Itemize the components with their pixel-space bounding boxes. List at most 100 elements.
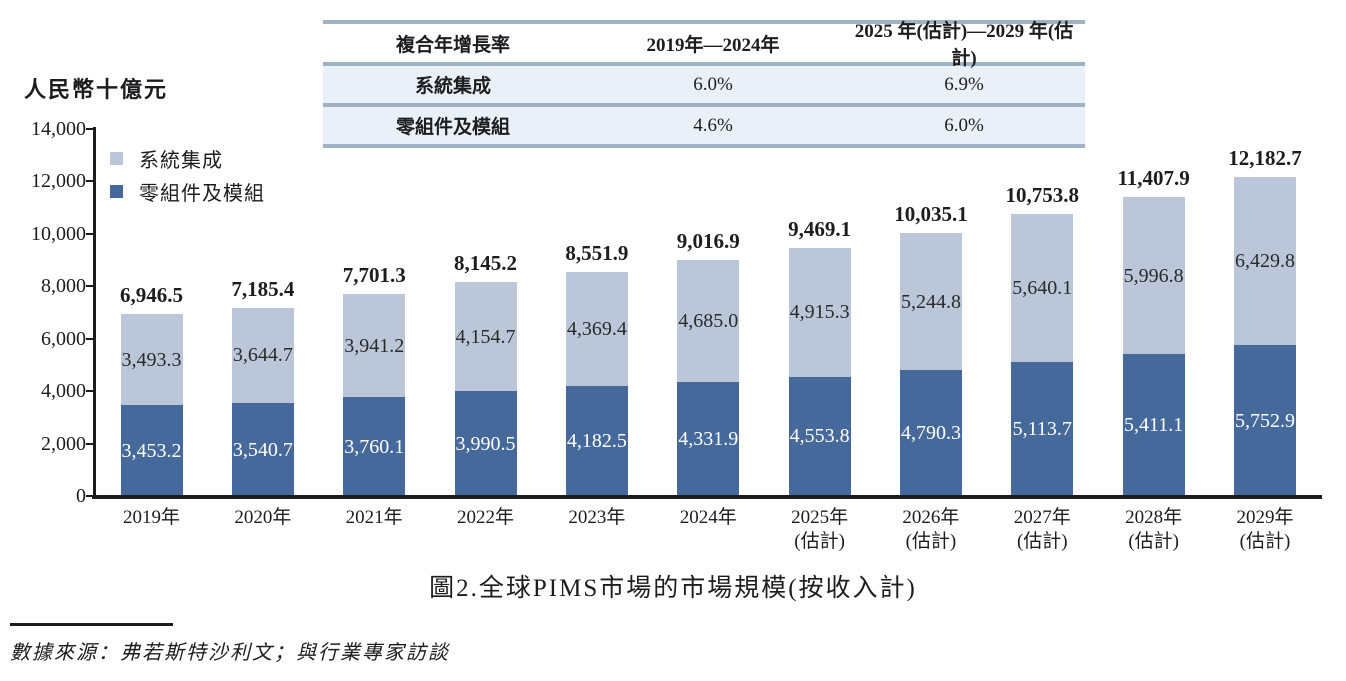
bar-segment-components-modules bbox=[565, 386, 628, 496]
table-header-period-2: 2025 年(估計)—2029 年(估計) bbox=[854, 21, 1074, 69]
x-axis-category-label: 2025年 bbox=[791, 507, 849, 528]
bar-total-label: 10,753.8 bbox=[1005, 183, 1080, 208]
bar-segment-system-integration bbox=[1122, 196, 1185, 355]
segment-value-label: 4,790.3 bbox=[900, 422, 961, 445]
bar-segment-system-integration bbox=[231, 307, 294, 404]
bar-segment-system-integration bbox=[1011, 214, 1074, 362]
bar-total-label: 7,185.4 bbox=[231, 276, 295, 301]
x-axis-category-sublabel: (估計) bbox=[1016, 531, 1068, 552]
segment-value-label: 5,244.8 bbox=[900, 290, 961, 313]
bar-segment-system-integration bbox=[899, 232, 962, 371]
legend-label: 系統集成 bbox=[139, 150, 223, 172]
segment-value-label: 3,941.2 bbox=[344, 334, 405, 357]
segment-value-label: 4,685.0 bbox=[678, 310, 739, 333]
segment-value-label: 4,553.8 bbox=[789, 425, 850, 448]
y-axis-tick-label: 14,000 bbox=[31, 118, 86, 140]
y-axis-line bbox=[93, 127, 96, 498]
y-axis-tick-label: 0 bbox=[76, 485, 86, 507]
legend-item-system-integration: 系統集成 bbox=[110, 142, 265, 175]
segment-value-label: 4,182.5 bbox=[566, 430, 627, 453]
table-row-system-integration: 系統集成 6.0% 6.9% bbox=[323, 66, 1085, 103]
y-axis-tick-mark bbox=[86, 180, 95, 183]
x-axis-category-label: 2022年 bbox=[457, 507, 515, 528]
y-axis-tick-mark bbox=[86, 442, 95, 445]
data-source-note: 數據來源：弗若斯特沙利文；與行業專家訪談 bbox=[10, 642, 450, 664]
x-axis-line bbox=[92, 495, 1322, 499]
y-axis-tick-mark bbox=[86, 232, 95, 235]
segment-value-label: 3,760.1 bbox=[344, 435, 405, 458]
bar-total-label: 10,035.1 bbox=[894, 201, 968, 226]
bar-segment-components-modules bbox=[454, 391, 517, 496]
x-axis-category-label: 2019年 bbox=[122, 507, 180, 528]
table-header-period-1: 2019年—2024年 bbox=[646, 34, 780, 56]
bar-segment-components-modules bbox=[677, 382, 740, 496]
x-axis-category-label: 2024年 bbox=[679, 507, 737, 528]
y-axis-tick-label: 6,000 bbox=[41, 327, 86, 350]
table-top-rule bbox=[323, 20, 1085, 24]
x-axis-category-label: 2028年 bbox=[1125, 507, 1183, 528]
segment-value-label: 4,369.4 bbox=[566, 318, 627, 341]
row-value-period-1: 6.0% bbox=[693, 73, 733, 95]
x-axis-category-label: 2027年 bbox=[1013, 507, 1071, 528]
segment-value-label: 4,331.9 bbox=[678, 428, 739, 451]
segment-value-label: 5,411.1 bbox=[1124, 414, 1184, 437]
bar-total-label: 12,182.7 bbox=[1228, 145, 1302, 170]
bar-segment-components-modules bbox=[1122, 354, 1185, 496]
x-axis-category-label: 2020年 bbox=[234, 507, 292, 528]
chart-title: 圖2.全球PIMS市場的市場規模(按收入計) bbox=[429, 575, 917, 602]
segment-value-label: 6,429.8 bbox=[1235, 249, 1295, 272]
row-value-period-2: 6.9% bbox=[944, 73, 984, 95]
bar-total-label: 8,145.2 bbox=[454, 251, 518, 276]
table-row-components-modules: 零組件及模組 4.6% 6.0% bbox=[323, 107, 1085, 144]
x-axis-category-label: 2023年 bbox=[568, 507, 626, 528]
segment-value-label: 3,644.7 bbox=[232, 344, 293, 367]
table-rule bbox=[323, 62, 1085, 66]
segment-value-label: 5,752.9 bbox=[1235, 409, 1295, 432]
legend-swatch-icon bbox=[110, 152, 123, 165]
bar-segment-components-modules bbox=[343, 397, 406, 496]
bar-segment-components-modules bbox=[899, 370, 962, 496]
source-divider-rule bbox=[10, 623, 173, 626]
x-axis-category-sublabel: (估計) bbox=[794, 531, 845, 552]
x-axis-category-label: 2026年 bbox=[902, 507, 960, 528]
y-axis-tick-mark bbox=[86, 390, 95, 393]
y-axis-unit-label: 人民幣十億元 bbox=[24, 77, 169, 102]
y-axis-tick-label: 2,000 bbox=[41, 432, 86, 455]
y-axis-tick-label: 12,000 bbox=[31, 170, 86, 193]
chart-legend: 系統集成 零組件及模組 bbox=[110, 142, 265, 208]
table-header-metric: 複合年增長率 bbox=[395, 34, 510, 56]
segment-value-label: 3,990.5 bbox=[455, 432, 516, 455]
bar-segment-system-integration bbox=[343, 294, 406, 398]
segment-value-label: 3,453.2 bbox=[121, 439, 182, 462]
x-axis-category-label: 2029年 bbox=[1236, 507, 1294, 528]
y-axis-tick-mark bbox=[86, 337, 95, 340]
bar-segment-system-integration bbox=[454, 282, 517, 392]
row-label: 零組件及模組 bbox=[395, 117, 510, 138]
x-axis-category-sublabel: (估計) bbox=[1128, 531, 1179, 552]
table-bottom-rule bbox=[323, 144, 1085, 148]
legend-item-components-modules: 零組件及模組 bbox=[110, 175, 265, 208]
bar-total-label: 11,407.9 bbox=[1117, 165, 1190, 190]
bar-segment-system-integration bbox=[1234, 176, 1296, 346]
bar-segment-system-integration bbox=[565, 271, 628, 387]
table-rule bbox=[323, 103, 1085, 107]
row-value-period-1: 4.6% bbox=[693, 114, 733, 136]
bar-segment-system-integration bbox=[788, 247, 851, 377]
bar-segment-components-modules bbox=[231, 403, 294, 496]
legend-label: 零組件及模組 bbox=[139, 183, 265, 205]
y-axis-tick-label: 10,000 bbox=[31, 222, 86, 245]
segment-value-label: 3,540.7 bbox=[232, 438, 293, 461]
y-axis-tick-label: 4,000 bbox=[41, 380, 86, 403]
row-value-period-2: 6.0% bbox=[944, 114, 984, 136]
bar-segment-system-integration bbox=[677, 259, 740, 383]
bar-segment-components-modules bbox=[788, 376, 851, 496]
y-axis-tick-mark bbox=[86, 128, 95, 130]
row-label: 系統集成 bbox=[414, 76, 491, 97]
bar-segment-system-integration bbox=[120, 313, 183, 406]
bar-total-label: 7,701.3 bbox=[342, 263, 406, 288]
segment-value-label: 4,915.3 bbox=[789, 301, 850, 324]
y-axis-tick-mark bbox=[86, 495, 95, 497]
y-axis-tick-mark bbox=[86, 285, 95, 288]
x-axis-category-sublabel: (估計) bbox=[1239, 531, 1291, 552]
